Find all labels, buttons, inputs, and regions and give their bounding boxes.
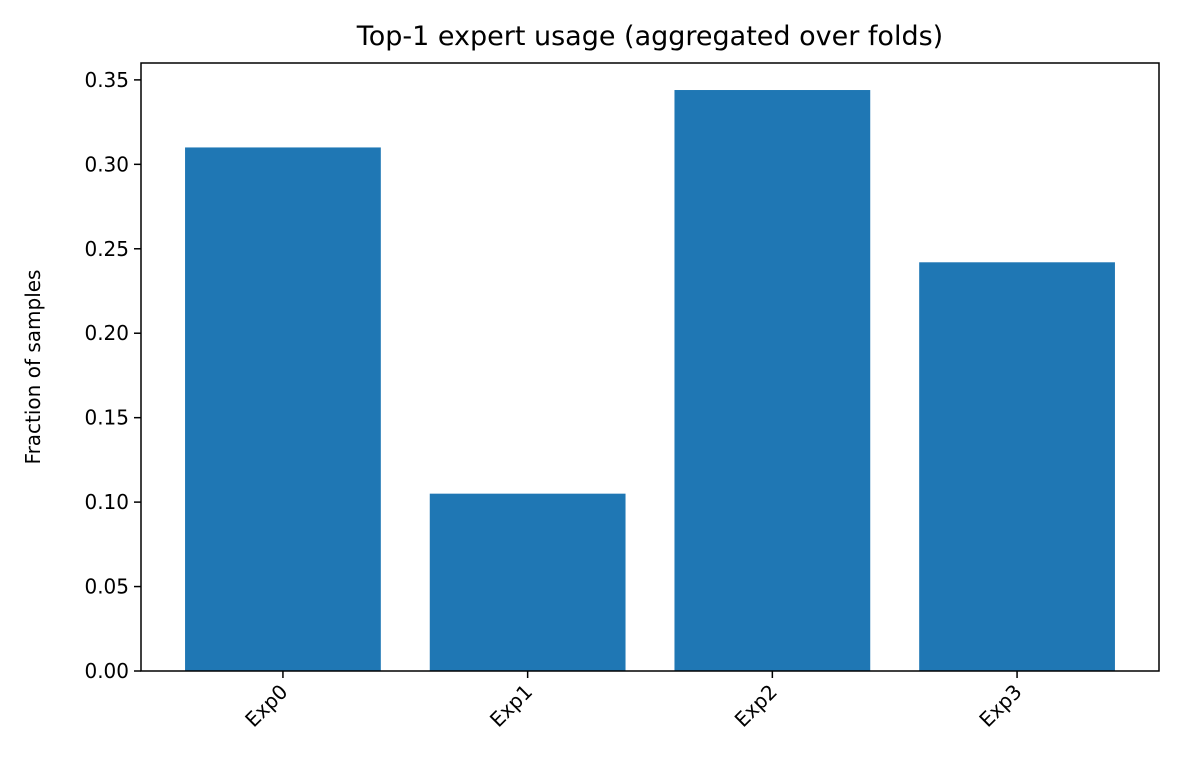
bar-exp2 <box>674 90 871 672</box>
y-tick-label: 0.25 <box>84 237 129 261</box>
y-axis-label: Fraction of samples <box>21 270 45 465</box>
x-tick-label: Exp2 <box>730 680 782 732</box>
plot-frame <box>140 62 1160 672</box>
y-tick-label: 0.20 <box>84 321 129 345</box>
y-axis: 0.00 0.05 0.10 0.15 0.20 0.25 0.30 0.35 <box>84 68 141 683</box>
y-tick-label: 0.15 <box>84 406 129 430</box>
bar-exp1 <box>429 493 626 671</box>
y-tick-label: 0.05 <box>84 575 129 599</box>
chart-title: Top-1 expert usage (aggregated over fold… <box>356 21 943 52</box>
x-tick-label: Exp1 <box>485 680 537 732</box>
x-tick-label: Exp3 <box>974 680 1026 732</box>
x-axis: Exp0 Exp1 Exp2 Exp3 <box>240 671 1027 732</box>
y-tick-label: 0.30 <box>84 152 129 176</box>
bar-exp3 <box>919 262 1115 671</box>
bars-group <box>185 90 1115 672</box>
x-tick-label: Exp0 <box>240 680 292 732</box>
y-tick-label: 0.35 <box>84 68 129 92</box>
y-tick-label: 0.10 <box>84 490 129 514</box>
bar-exp0 <box>185 147 381 671</box>
y-tick-label: 0.00 <box>84 659 129 683</box>
